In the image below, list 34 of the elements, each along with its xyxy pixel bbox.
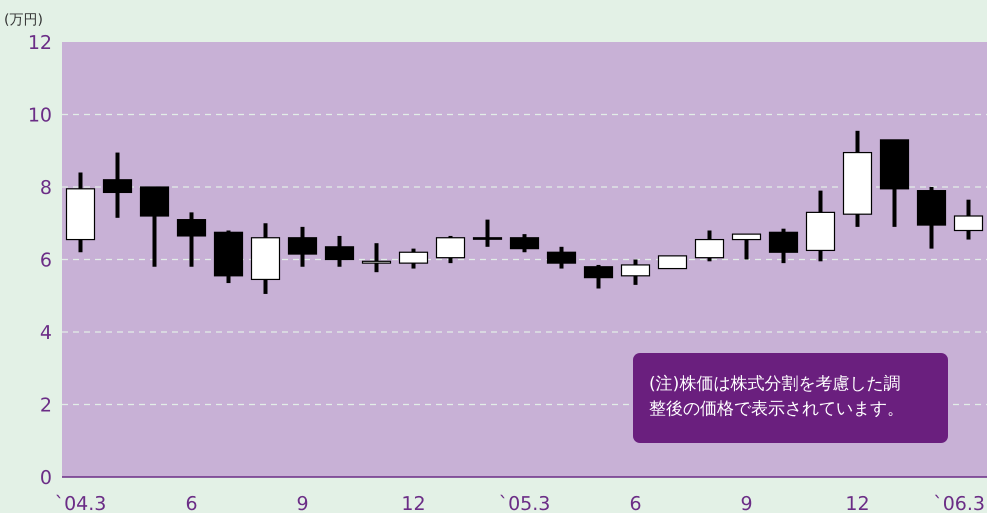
annotation: (注)株価は株式分割を考慮した調整後の価格で表示されています。 [649,374,904,419]
candlestick [658,255,688,270]
y-tick-label: 10 [28,104,52,126]
y-tick-label: 8 [40,177,52,199]
candlestick [954,200,984,240]
candlestick [362,243,392,272]
y-tick-label: 12 [28,32,52,54]
candlestick [66,172,96,252]
candlestick [140,186,170,267]
candlestick [732,234,762,260]
x-tick-label: 12 [401,493,426,513]
x-tick-label: `04.3 [54,493,106,513]
y-axis-title: (万円) [4,12,43,28]
candlestick [176,212,206,267]
x-tick-label: 9 [296,493,309,513]
candlestick [324,236,354,267]
x-tick-label: 9 [740,493,753,513]
y-tick-label: 2 [40,394,52,416]
y-tick-label: 6 [40,250,52,272]
x-tick-label: `06.3 [933,493,985,513]
candlestick [842,130,872,227]
candlestick [806,190,836,262]
candlestick [620,260,650,285]
candlestick [250,223,280,294]
x-tick-label: 12 [845,493,870,513]
candlestick [880,139,910,227]
x-tick-label: `05.3 [498,493,550,513]
x-tick-label: 6 [629,493,642,513]
candlestick [288,226,318,267]
candlestick [472,220,502,247]
candlestick [102,152,132,218]
x-tick-label: 6 [185,493,198,513]
y-tick-label: 0 [40,467,52,489]
y-tick-label: 4 [40,322,52,344]
